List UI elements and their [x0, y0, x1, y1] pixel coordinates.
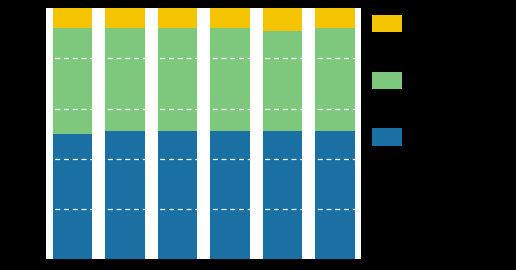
Bar	[315, 131, 354, 259]
Bar	[53, 28, 92, 134]
Bar	[263, 31, 302, 131]
Bar	[263, 131, 302, 259]
Bar	[211, 8, 250, 28]
Bar	[315, 8, 354, 28]
Bar	[211, 28, 250, 131]
Bar	[158, 8, 197, 28]
Bar	[105, 8, 145, 28]
Bar	[263, 8, 302, 31]
Bar	[53, 8, 92, 28]
Bar	[105, 28, 145, 131]
Bar	[315, 28, 354, 131]
Bar	[211, 131, 250, 259]
Bar	[53, 134, 92, 259]
Bar	[158, 131, 197, 259]
Bar	[105, 131, 145, 259]
Bar	[158, 28, 197, 131]
